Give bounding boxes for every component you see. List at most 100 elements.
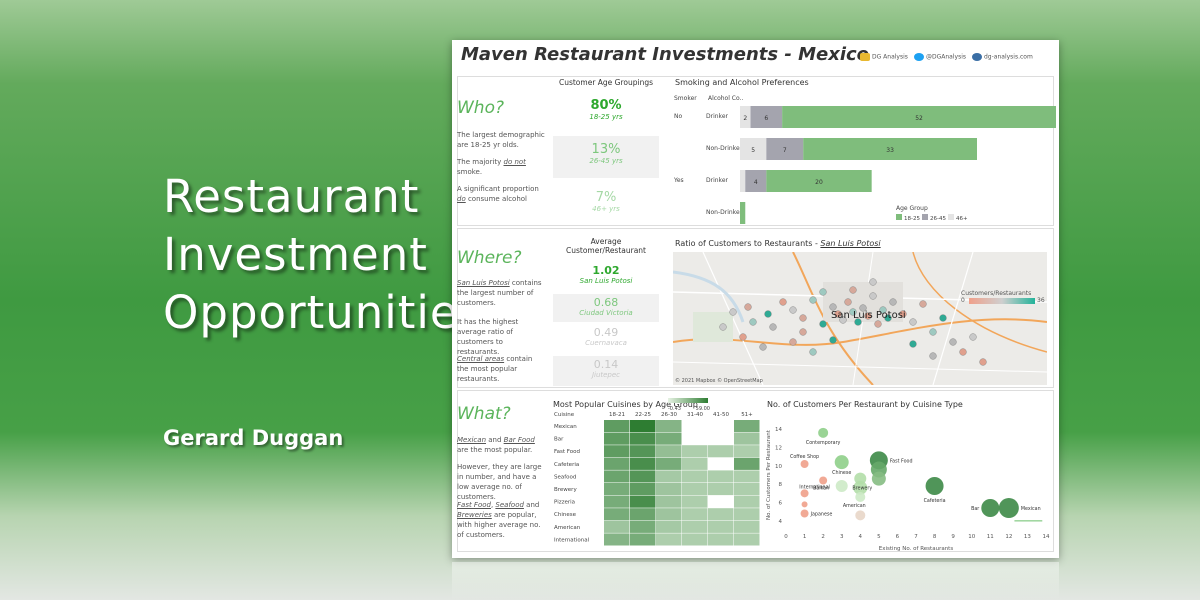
heatmap-cell [656, 483, 682, 496]
scatter-x-tick: 1 [803, 534, 807, 540]
smoking-bar [750, 106, 783, 128]
heatmap-cell [682, 445, 708, 458]
smoking-legend-swatch [948, 214, 954, 220]
map-point [764, 310, 772, 318]
smoking-bar [766, 138, 804, 160]
who-heading: Who? [457, 98, 505, 118]
map-copyright: © 2021 Mapbox © OpenStreetMap [675, 378, 763, 384]
map-legend-max: 36 [1037, 297, 1045, 304]
heatmap-row-label: Mexican [554, 424, 577, 430]
smoking-legend-label: 46+ [956, 216, 968, 222]
scatter-point [800, 509, 809, 518]
heatmap-cell [656, 508, 682, 521]
heatmap-cell [734, 520, 760, 533]
age-kpi-title: Customer Age Groupings [558, 78, 654, 87]
map-canvas [673, 252, 1047, 385]
heatmap-cell [682, 508, 708, 521]
heatmap-cell [630, 457, 656, 470]
brand-website[interactable]: dg-analysis.com [972, 53, 1033, 61]
smoking-bar [740, 170, 746, 192]
reflection [452, 562, 1059, 600]
brand-website-url: dg-analysis.com [984, 53, 1033, 61]
heatmap-col-label: 26-30 [661, 412, 677, 418]
scatter-point [835, 480, 848, 492]
heatmap-cell [604, 495, 630, 508]
map-title: Ratio of Customers to Restaurants - San … [675, 239, 881, 248]
map-point [819, 288, 827, 296]
scatter-y-label: No. of Customers Per Restaurant [766, 429, 772, 520]
smoking-legend-label: 26-45 [930, 216, 946, 222]
scatter-point-label: Fast Food [890, 458, 913, 464]
brand-twitter[interactable]: @DGAnalysis [914, 53, 966, 61]
heatmap-cell [630, 533, 656, 546]
scatter-x-tick: 8 [933, 534, 937, 540]
heatmap-legend-min: -0.43 [668, 406, 681, 412]
map-point [779, 298, 787, 306]
heatmap-cell [604, 432, 630, 445]
city-kpi: 0.14 Jiutepec [553, 356, 659, 386]
logo-icon [860, 53, 870, 61]
smoking-bar [745, 170, 767, 192]
heatmap-col-label: 51+ [741, 412, 753, 418]
map-point [889, 298, 897, 306]
heatmap-cell [630, 495, 656, 508]
heatmap-cell [656, 495, 682, 508]
smoker-label: Yes [673, 177, 684, 184]
scatter-point [801, 501, 808, 508]
map-city-label: San Luis Potosi [831, 310, 906, 321]
scatter-x-label: Existing No. of Restaurants [879, 546, 954, 552]
map-point [899, 310, 907, 318]
scatter-point-label: Coffee Shop [790, 454, 819, 460]
scatter-y-tick: 8 [779, 482, 783, 488]
smoking-bar-label: 6 [764, 115, 768, 122]
map-legend-bar [969, 298, 1035, 304]
heatmap-cell [630, 508, 656, 521]
map-point [849, 308, 857, 316]
scatter-y-tick: 10 [775, 464, 782, 470]
age-kpi: 13% 26-45 yrs [553, 136, 659, 178]
heatmap-cell [630, 520, 656, 533]
scatter-point-label: Balkan [813, 486, 829, 492]
scatter-point [855, 510, 866, 521]
map-point [744, 303, 752, 311]
map-point [979, 358, 987, 366]
heatmap-cell [682, 457, 708, 470]
smoking-legend-swatch [896, 214, 902, 220]
smoking-row-header: Smoker [674, 95, 697, 102]
city-map[interactable]: San Luis Potosi Customers/Restaurants 0 … [673, 252, 1047, 385]
brand-site-name: DG Analysis [872, 53, 908, 61]
heatmap-cell [734, 533, 760, 546]
map-point [769, 323, 777, 331]
scatter-y-tick: 6 [779, 501, 783, 507]
scatter-x-tick: 13 [1024, 534, 1031, 540]
scatter-y-tick: 4 [779, 519, 783, 525]
scatter-point-label: Chinese [832, 470, 851, 476]
heatmap-cell [708, 483, 734, 496]
scatter-point-label: Cafeteria [924, 498, 946, 504]
heatmap-col-label: 18-21 [609, 412, 625, 418]
scatter-x-tick: 2 [821, 534, 825, 540]
heatmap-cell [604, 457, 630, 470]
heatmap-row-label: Bar [554, 437, 564, 443]
smoking-bar [740, 202, 746, 224]
heatmap-col-label: 22-25 [635, 412, 651, 418]
heatmap-legend-max: 59.00 [696, 406, 710, 412]
heatmap-cell [682, 483, 708, 496]
heatmap-row-label: Chinese [554, 512, 577, 518]
map-point [959, 348, 967, 356]
scatter-x-tick: 14 [1043, 534, 1050, 540]
heatmap-cell [708, 508, 734, 521]
map-point [829, 303, 837, 311]
map-point [834, 310, 842, 318]
heatmap-cell [656, 420, 682, 433]
heatmap-cell [682, 470, 708, 483]
heatmap-cell [656, 457, 682, 470]
where-panel [457, 228, 1054, 388]
heatmap-row-label: Pizzeria [554, 500, 575, 506]
smoking-bar-label: 33 [886, 147, 894, 154]
map-point [844, 298, 852, 306]
heatmap-cell [656, 520, 682, 533]
what-note: However, they are large in number, and h… [457, 463, 542, 501]
scatter-point-label: Japanese [810, 512, 833, 518]
